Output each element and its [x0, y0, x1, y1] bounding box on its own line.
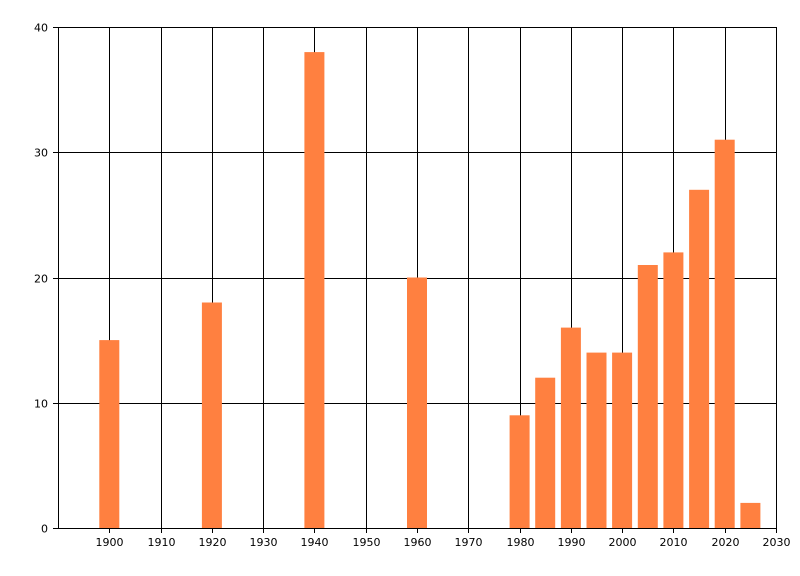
- bar-2025: [740, 502, 761, 528]
- axis-layer: [53, 27, 777, 533]
- y-tick-label-30: 30: [34, 147, 48, 160]
- x-tick-label-1900: 1900: [96, 536, 124, 549]
- y-tick-label-20: 20: [34, 273, 48, 286]
- bar-1960: [407, 277, 427, 528]
- bar-1980: [509, 415, 530, 528]
- bar-1900: [99, 340, 120, 528]
- x-tick-label-1930: 1930: [250, 536, 278, 549]
- x-tick-label-1940: 1940: [301, 536, 329, 549]
- bar-2020: [714, 139, 735, 528]
- y-tick-label-0: 0: [41, 523, 48, 536]
- bar-2015: [689, 189, 710, 529]
- bar-2005: [637, 265, 658, 528]
- bar-1985: [535, 377, 556, 528]
- x-tick-label-1950: 1950: [353, 536, 381, 549]
- x-tick-label-1990: 1990: [558, 536, 586, 549]
- x-tick-label-1910: 1910: [148, 536, 176, 549]
- x-tick-label-1920: 1920: [199, 536, 227, 549]
- x-tick-label-1960: 1960: [404, 536, 432, 549]
- x-tick-label-2010: 2010: [660, 536, 688, 549]
- y-tick-label-40: 40: [34, 22, 48, 35]
- bar-1940: [304, 52, 325, 528]
- x-tick-label-2000: 2000: [609, 536, 637, 549]
- bar-2000: [612, 352, 633, 528]
- labels-layer: 1900 1910 1920 1930 1940 1950 1960 1970 1980 1990…: [34, 22, 791, 550]
- bar-1990: [560, 327, 581, 528]
- bars-layer: [99, 52, 761, 529]
- bar-1995: [586, 352, 607, 528]
- y-tick-label-10: 10: [34, 398, 48, 411]
- bar-2010: [663, 252, 684, 528]
- bar-1920: [201, 302, 222, 528]
- x-tick-label-1980: 1980: [507, 536, 535, 549]
- x-tick-label-2030: 2030: [763, 536, 791, 549]
- x-tick-label-2020: 2020: [712, 536, 740, 549]
- x-tick-label-1970: 1970: [455, 536, 483, 549]
